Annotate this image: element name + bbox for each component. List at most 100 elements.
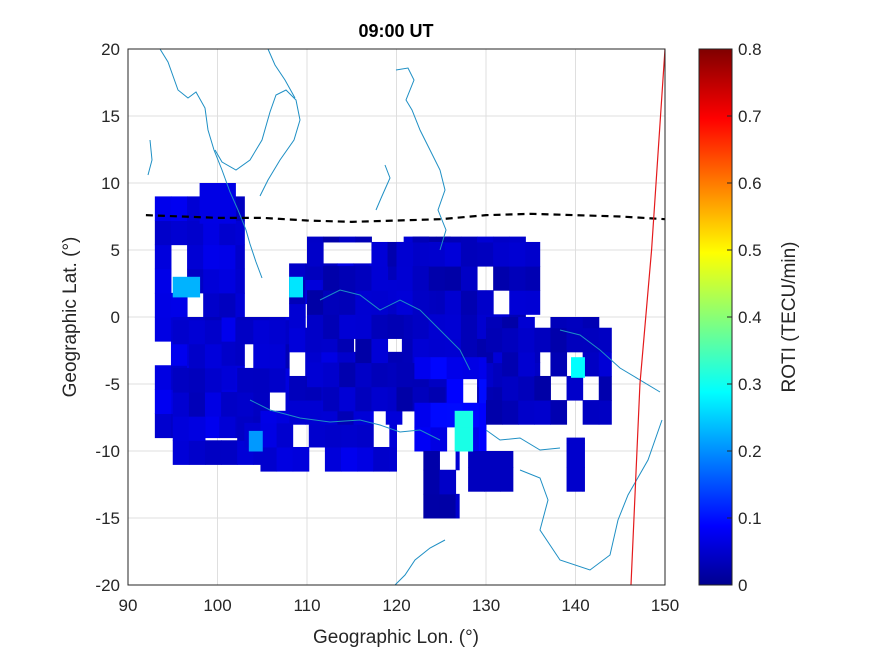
roti-cell	[454, 410, 472, 428]
roti-cell	[237, 367, 254, 393]
roti-cell	[203, 220, 220, 246]
y-tick-label: 5	[111, 241, 120, 260]
roti-cell	[509, 241, 526, 267]
roti-cell	[187, 220, 204, 246]
roti-cell	[276, 446, 294, 472]
roti-cell	[308, 422, 326, 448]
roti-cell	[355, 290, 372, 315]
roti-cell	[396, 386, 414, 412]
roti-cell	[339, 386, 356, 412]
roti-cell	[188, 276, 201, 298]
roti-cell	[154, 389, 172, 414]
x-tick-label: 120	[382, 596, 410, 615]
roti-cell	[355, 266, 372, 291]
roti-cell	[269, 343, 287, 369]
roti-cell	[566, 317, 584, 329]
roti-cell	[199, 183, 217, 200]
roti-cell	[478, 357, 487, 380]
roti-cell	[525, 266, 541, 291]
roti-cell	[323, 266, 340, 291]
roti-cell	[307, 290, 324, 315]
roti-cell	[292, 446, 310, 472]
roti-cell	[154, 196, 172, 222]
roti-cell	[518, 327, 535, 353]
roti-cell	[550, 327, 568, 353]
roti-cell	[204, 319, 222, 345]
roti-cell	[323, 386, 340, 412]
roti-cell	[468, 467, 485, 492]
coastlines	[147, 49, 663, 585]
roti-cell	[323, 314, 340, 339]
roti-cell	[188, 416, 206, 441]
x-tick-label: 150	[651, 596, 679, 615]
roti-cell	[269, 319, 287, 345]
roti-cell	[414, 357, 432, 380]
roti-cell	[502, 375, 519, 401]
roti-cell	[444, 338, 462, 364]
y-tick-label: 15	[101, 107, 120, 126]
roti-cell	[253, 317, 270, 321]
y-axis-label: Geographic Lat. (°)	[60, 237, 81, 398]
roti-cell	[204, 440, 222, 465]
roti-cell	[403, 236, 421, 243]
roti-cell	[339, 290, 356, 315]
roti-cell	[371, 386, 389, 412]
roti-cell	[285, 367, 290, 393]
roti-cell	[269, 367, 287, 393]
roti-cell	[396, 266, 414, 291]
colorbar-tick-label: 0.5	[738, 241, 762, 260]
chart-title: 09:00 UT	[358, 21, 433, 41]
roti-cell	[172, 276, 190, 298]
roti-cell	[566, 375, 584, 401]
roti-cell	[305, 400, 322, 425]
roti-cell	[478, 402, 487, 428]
roti-cell	[509, 266, 526, 291]
roti-cell	[582, 400, 600, 425]
roti-cell	[446, 357, 464, 380]
roti-cell	[289, 375, 306, 401]
roti-cell	[203, 413, 220, 439]
roti-cell	[289, 263, 306, 280]
roti-cell	[235, 220, 245, 246]
roti-cell	[269, 317, 287, 321]
roti-cell	[518, 351, 535, 377]
roti-cell	[470, 426, 474, 452]
roti-cell	[582, 437, 585, 444]
roti-cell	[285, 343, 290, 369]
roti-cell	[460, 314, 478, 339]
roti-cell	[502, 351, 519, 377]
roti-cell	[260, 410, 278, 424]
roti-cell	[396, 362, 414, 388]
roti-cell	[199, 199, 217, 224]
roti-cell	[154, 292, 172, 318]
roti-cell	[237, 319, 254, 345]
roti-cell	[219, 268, 236, 294]
roti-cell	[518, 317, 535, 329]
roti-cell	[478, 426, 487, 452]
roti-cell	[203, 268, 220, 294]
colorbar-label: ROTI (TECU/min)	[779, 242, 800, 393]
roti-cell	[460, 236, 478, 243]
roti-cell	[289, 303, 306, 329]
roti-cell	[460, 266, 478, 291]
roti-cell	[341, 446, 358, 472]
roti-cell	[237, 392, 254, 417]
roti-cell	[454, 426, 472, 452]
roti-cell	[307, 236, 324, 243]
roti-cell	[204, 317, 222, 321]
roti-cell	[428, 266, 446, 291]
roti-cell	[339, 362, 356, 388]
roti-cell	[231, 199, 236, 224]
roti-cell	[289, 327, 306, 353]
roti-cell	[371, 314, 389, 339]
roti-cell	[525, 241, 541, 267]
roti-cell	[204, 367, 222, 393]
roti-cell	[219, 292, 236, 318]
roti-cell	[172, 416, 190, 441]
roti-cell	[412, 266, 430, 291]
roti-cell	[170, 196, 188, 222]
roti-cell	[444, 241, 462, 267]
y-tick-label: 10	[101, 174, 120, 193]
roti-cell	[460, 338, 478, 364]
